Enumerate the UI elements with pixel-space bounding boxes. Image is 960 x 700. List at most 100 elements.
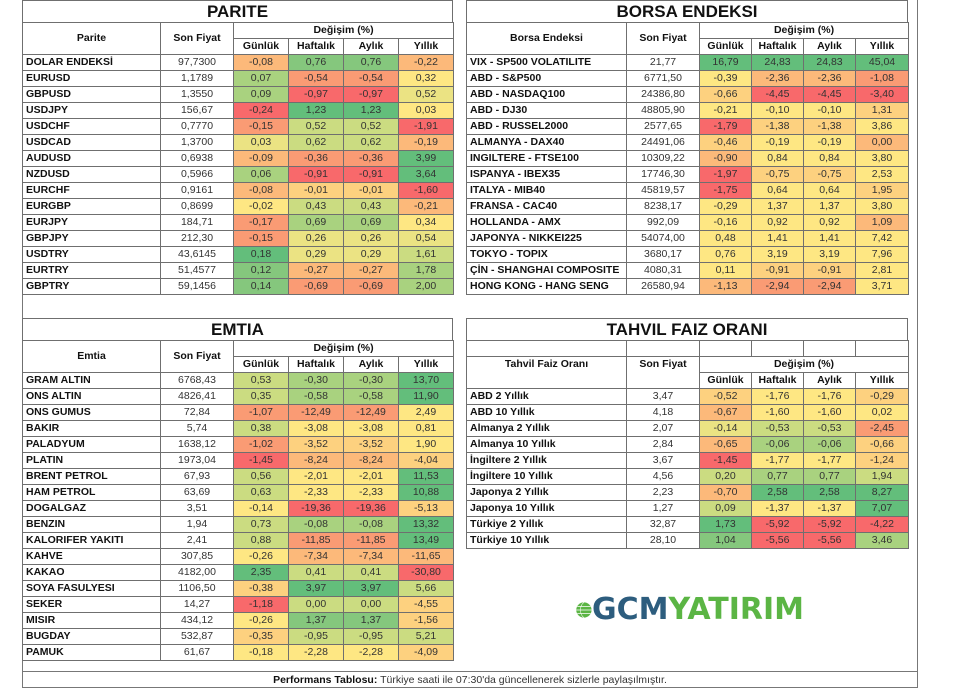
yearly-change: 1,78 — [397, 262, 455, 279]
yearly-change: 1,61 — [397, 246, 455, 263]
table-row: INGILTERE - FTSE100 10309,22 -0,90 0,84 0,84… — [466, 150, 910, 167]
daily-change: 0,48 — [699, 230, 752, 247]
table-row: Almanya 10 Yıllık 2,84 -0,65 -0,06 -0,06 -0,6… — [466, 436, 909, 453]
yearly-change: 0,54 — [397, 230, 455, 247]
row-price: 1,27 — [626, 500, 700, 517]
row-name: JAPONYA - NIKKEI225 — [466, 230, 627, 247]
weekly-change: -12,49 — [288, 404, 344, 421]
monthly-change: -0,10 — [803, 102, 856, 119]
table-row: ABD - S&P500 6771,50 -0,39 -2,36 -2,36 -1,08 — [466, 70, 910, 87]
weekly-change: -4,45 — [751, 86, 804, 103]
yearly-change: 13,70 — [397, 372, 455, 389]
daily-change: 0,06 — [233, 166, 289, 183]
row-name: KAKAO — [22, 564, 161, 581]
weekly-change: -3,52 — [288, 436, 344, 453]
yearly-change: 3,80 — [854, 150, 910, 167]
row-name: Japonya 2 Yıllık — [466, 484, 627, 501]
yearly-change: 7,07 — [855, 500, 909, 517]
row-name: Türkiye 10 Yıllık — [466, 532, 627, 549]
table-row: EURCHF 0,9161 -0,08 -0,01 -0,01 -1,60 — [22, 182, 455, 199]
row-name: USDJPY — [22, 102, 161, 119]
yearly-change: -1,08 — [854, 70, 910, 87]
monthly-change: -3,08 — [343, 420, 399, 437]
row-name: ABD - RUSSEL2000 — [466, 118, 627, 135]
weekly-change: -0,54 — [288, 70, 344, 87]
emtia-col-name: Emtia — [22, 340, 161, 373]
daily-change: -0,66 — [699, 86, 752, 103]
monthly-change: -0,19 — [803, 134, 856, 151]
row-price: 43,6145 — [160, 246, 234, 263]
weekly-change: -2,28 — [288, 644, 344, 661]
table-row: ABD 2 Yıllık 3,47 -0,52 -1,76 -1,76 -0,29 — [466, 388, 909, 405]
row-price: 10309,22 — [626, 150, 700, 167]
table-row: BUGDAY 532,87 -0,35 -0,95 -0,95 5,21 — [22, 628, 455, 645]
row-price: 4080,31 — [626, 262, 700, 279]
row-name: ISPANYA - IBEX35 — [466, 166, 627, 183]
table-row: KAHVE 307,85 -0,26 -7,34 -7,34 -11,65 — [22, 548, 455, 565]
monthly-change: 0,26 — [343, 230, 399, 247]
yearly-change: 0,52 — [397, 86, 455, 103]
table-row: HOLLANDA - AMX 992,09 -0,16 0,92 0,92 1,09 — [466, 214, 910, 231]
weekly-change: -11,85 — [288, 532, 344, 549]
weekly-change: 1,37 — [288, 612, 344, 629]
weekly-change: -0,06 — [751, 436, 804, 453]
table-row: SEKER 14,27 -1,18 0,00 0,00 -4,55 — [22, 596, 455, 613]
tahvil-col-weekly: Haftalık — [751, 372, 804, 389]
table-row: ALMANYA - DAX40 24491,06 -0,46 -0,19 -0,19 0,… — [466, 134, 910, 151]
monthly-change: -0,08 — [343, 516, 399, 533]
yearly-change: -0,21 — [397, 198, 455, 215]
weekly-change: -2,01 — [288, 468, 344, 485]
row-name: Almanya 2 Yıllık — [466, 420, 627, 437]
yearly-change: 3,64 — [397, 166, 455, 183]
row-price: 4,56 — [626, 468, 700, 485]
row-price: 45819,57 — [626, 182, 700, 199]
row-name: PALADYUM — [22, 436, 161, 453]
row-name: İngiltere 10 Yıllık — [466, 468, 627, 485]
weekly-change: 0,92 — [751, 214, 804, 231]
row-name: EURJPY — [22, 214, 161, 231]
daily-change: -0,15 — [233, 230, 289, 247]
table-row: KALORIFER YAKITI 2,41 0,88 -11,85 -11,85 13,4… — [22, 532, 455, 549]
table-row: EURTRY 51,4577 0,12 -0,27 -0,27 1,78 — [22, 262, 455, 279]
row-name: Japonya 10 Yıllık — [466, 500, 627, 517]
yearly-change: 8,27 — [855, 484, 909, 501]
tahvil-blank-cell — [466, 340, 627, 357]
daily-change: -0,26 — [233, 548, 289, 565]
table-row: HAM PETROL 63,69 0,63 -2,33 -2,33 10,88 — [22, 484, 455, 501]
table-row: EURGBP 0,8699 -0,02 0,43 0,43 -0,21 — [22, 198, 455, 215]
row-name: EURGBP — [22, 198, 161, 215]
borsa-col-change: Değişim (%) — [698, 22, 910, 39]
weekly-change: 1,41 — [751, 230, 804, 247]
monthly-change: 0,43 — [343, 198, 399, 215]
weekly-change: -2,94 — [751, 278, 804, 295]
weekly-change: 3,97 — [288, 580, 344, 597]
table-row: DOLAR ENDEKSİ 97,7300 -0,08 0,76 0,76 -0,22 — [22, 54, 455, 71]
daily-change: -1,02 — [233, 436, 289, 453]
row-price: 3,67 — [626, 452, 700, 469]
table-row: SOYA FASULYESI 1106,50 -0,38 3,97 3,97 5,66 — [22, 580, 455, 597]
daily-change: 0,12 — [233, 262, 289, 279]
parite-col-weekly: Haftalık — [288, 38, 344, 55]
row-price: 0,8699 — [160, 198, 234, 215]
row-price: 97,7300 — [160, 54, 234, 71]
row-name: SEKER — [22, 596, 161, 613]
row-price: 212,30 — [160, 230, 234, 247]
table-row: ABD 10 Yıllık 4,18 -0,67 -1,60 -1,60 0,02 — [466, 404, 909, 421]
row-price: 184,71 — [160, 214, 234, 231]
weekly-change: 0,29 — [288, 246, 344, 263]
row-name: USDCHF — [22, 118, 161, 135]
table-row: ÇİN - SHANGHAI COMPOSITE 4080,31 0,11 -0,91… — [466, 262, 910, 279]
row-price: 434,12 — [160, 612, 234, 629]
monthly-change: -8,24 — [343, 452, 399, 469]
monthly-change: -0,36 — [343, 150, 399, 167]
globe-icon — [576, 602, 592, 618]
row-name: FRANSA - CAC40 — [466, 198, 627, 215]
emtia-table: Emtia Son Fiyat Değişim (%) Günlük Hafta… — [22, 340, 455, 661]
daily-change: -0,24 — [233, 102, 289, 119]
monthly-change: -4,45 — [803, 86, 856, 103]
daily-change: 1,04 — [699, 532, 752, 549]
row-name: ABD 2 Yıllık — [466, 388, 627, 405]
weekly-change: -1,76 — [751, 388, 804, 405]
emtia-col-monthly: Aylık — [343, 356, 399, 373]
table-row: EURUSD 1,1789 0,07 -0,54 -0,54 0,32 — [22, 70, 455, 87]
